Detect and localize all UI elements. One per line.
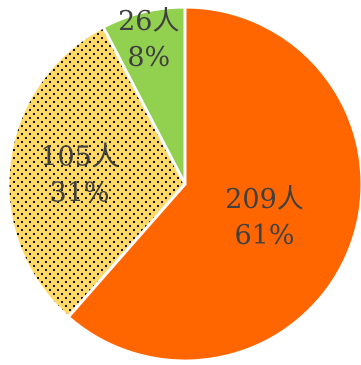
- pie-labels: 209人 61% 105人 31% 26人 8%: [40, 6, 303, 251]
- slice-percent-label-2: 31%: [50, 177, 110, 208]
- pie-slice-1: [66, 5, 361, 363]
- slice-count-label-2: 105人: [40, 141, 119, 172]
- slice-percent-label-1: 61%: [234, 220, 294, 251]
- slice-count-label-1: 209人: [225, 184, 304, 215]
- slice-percent-label-3: 8%: [127, 42, 170, 73]
- pie-slices: [6, 5, 361, 363]
- slice-count-label-3: 26人: [118, 6, 179, 37]
- pie-slice-3: [101, 5, 187, 185]
